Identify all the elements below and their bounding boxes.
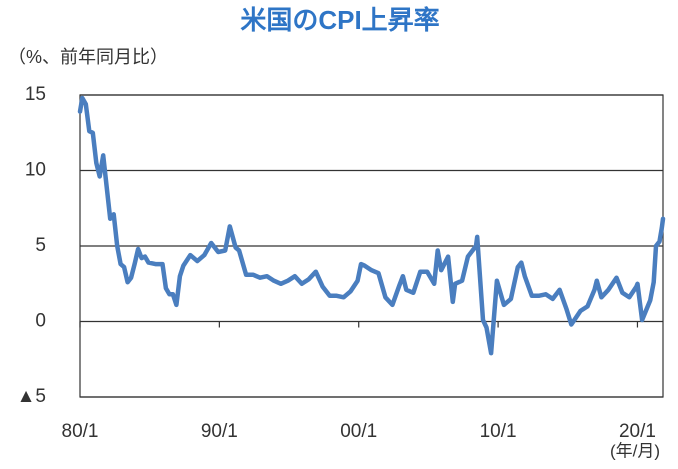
y-tick-label: 15 bbox=[25, 84, 46, 105]
y-tick-label: 5 bbox=[35, 235, 46, 256]
x-tick-label: 20/1 bbox=[619, 421, 656, 442]
cpi-line bbox=[77, 95, 666, 356]
x-tick-label: 80/1 bbox=[62, 421, 99, 442]
y-axis-label: （%、前年同月比） bbox=[8, 47, 168, 67]
y-tick-label: ▲5 bbox=[17, 386, 46, 407]
x-axis-label: (年/月) bbox=[610, 441, 660, 460]
x-tick-label: 10/1 bbox=[480, 421, 517, 442]
y-tick-label: 0 bbox=[35, 311, 46, 332]
y-tick-label: 10 bbox=[25, 160, 46, 181]
x-tick-label: 00/1 bbox=[340, 421, 377, 442]
chart-title: 米国のCPI上昇率 bbox=[240, 5, 439, 35]
x-tick-label: 90/1 bbox=[201, 421, 238, 442]
